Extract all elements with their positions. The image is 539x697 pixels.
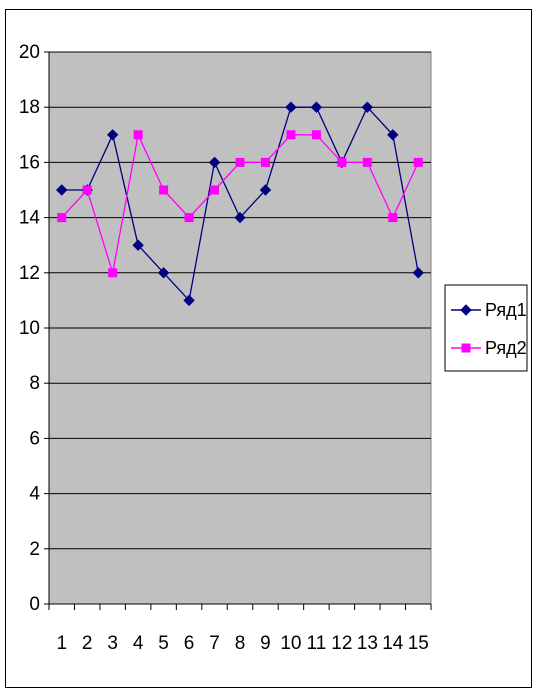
data-point-series2: [133, 130, 143, 140]
legend-box: [444, 284, 528, 372]
data-point-series2: [184, 213, 194, 223]
x-tick-label: 15: [408, 633, 429, 654]
y-tick-label: 6: [29, 428, 40, 449]
data-point-series1: [208, 156, 221, 169]
data-point-series2: [57, 213, 67, 223]
x-tick-label: 1: [56, 633, 67, 654]
data-point-series1: [157, 267, 170, 279]
data-point-series2: [388, 213, 398, 223]
legend-label-2: Ряд2: [485, 338, 527, 358]
data-point-series2: [413, 157, 423, 167]
x-tick-label: 6: [184, 633, 195, 654]
data-point-series1: [106, 129, 119, 141]
data-point-series1: [361, 101, 374, 113]
data-point-series1: [234, 211, 246, 224]
data-point-series2: [260, 157, 270, 167]
data-point-series1: [387, 129, 399, 141]
legend-marker-2: [461, 343, 471, 353]
data-point-series2: [286, 130, 296, 140]
data-point-series1: [56, 184, 68, 196]
y-tick-label: 8: [29, 373, 40, 394]
data-point-series1: [132, 239, 144, 251]
data-point-series1: [285, 101, 297, 113]
y-tick-label: 4: [29, 484, 40, 505]
x-tick-label: 9: [260, 633, 271, 654]
y-tick-label: 20: [19, 42, 40, 63]
x-tick-label: 3: [107, 633, 118, 654]
data-point-series2: [311, 130, 321, 140]
legend-marker-1: [460, 304, 472, 316]
data-point-series1: [183, 294, 195, 307]
x-tick-label: 7: [209, 633, 220, 654]
x-tick-label: 8: [235, 633, 246, 654]
data-point-series1: [259, 184, 272, 196]
y-tick-label: 14: [19, 208, 41, 229]
y-tick-label: 16: [19, 152, 40, 173]
y-tick-label: 10: [19, 318, 40, 339]
data-point-series2: [108, 268, 118, 278]
y-tick-label: 12: [19, 263, 40, 284]
x-tick-label: 13: [357, 633, 378, 654]
data-point-series1: [310, 101, 323, 113]
x-tick-label: 14: [382, 633, 404, 654]
x-tick-label: 12: [331, 633, 352, 654]
y-tick-label: 0: [29, 594, 40, 615]
data-point-series2: [210, 185, 220, 195]
data-point-series2: [82, 185, 92, 195]
y-tick-label: 2: [29, 539, 40, 560]
x-tick-label: 5: [158, 633, 169, 654]
data-point-series2: [337, 157, 347, 167]
data-point-series2: [362, 157, 372, 167]
x-tick-label: 10: [280, 633, 301, 654]
x-tick-label: 11: [307, 633, 327, 654]
y-tick-label: 18: [19, 97, 40, 118]
data-point-series1: [412, 267, 424, 279]
x-tick-label: 4: [133, 633, 144, 654]
x-tick-label: 2: [82, 633, 93, 654]
data-point-series2: [235, 157, 245, 167]
data-point-series2: [159, 185, 169, 195]
legend-label-1: Ряд1: [485, 300, 527, 320]
